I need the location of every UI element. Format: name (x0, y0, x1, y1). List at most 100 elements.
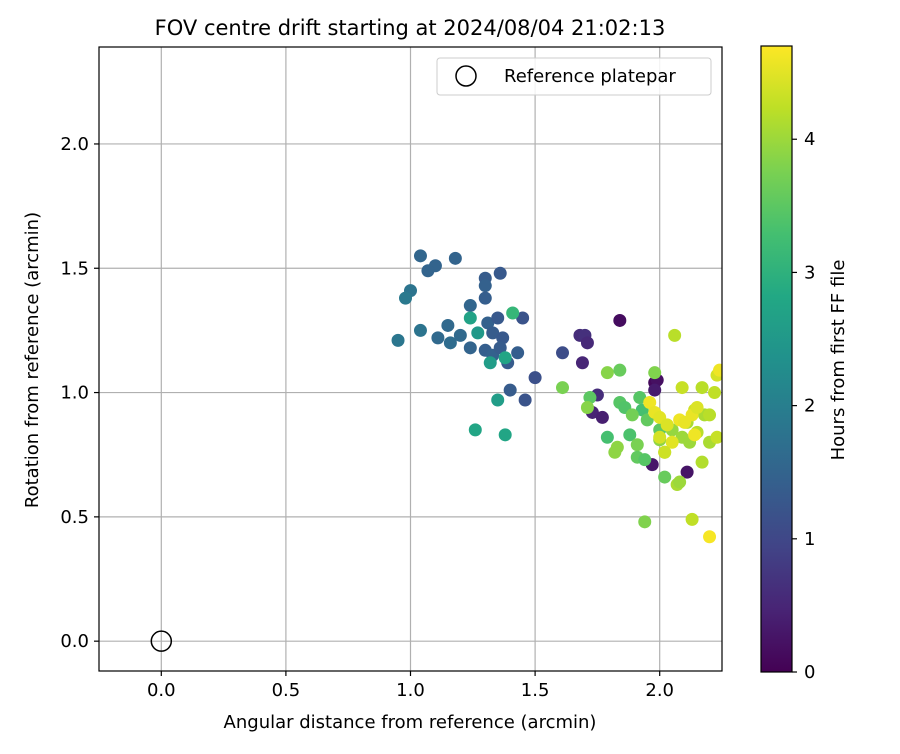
y-tick-label: 0.5 (60, 507, 89, 528)
data-point (575, 356, 589, 370)
data-point (463, 299, 477, 313)
colorbar: 0 1 2 3 4 Hours from first FF file (760, 45, 849, 683)
data-point (528, 371, 542, 385)
colorbar-gradient (761, 46, 792, 672)
x-tick-label: 0.5 (272, 680, 301, 701)
x-tick-label: 1.5 (521, 680, 550, 701)
data-point (486, 326, 500, 340)
chart-title: FOV centre drift starting at 2024/08/04 … (155, 16, 666, 40)
y-tick-label: 2.0 (60, 134, 89, 155)
data-point (610, 440, 624, 454)
colorbar-tick-label: 1 (804, 529, 815, 550)
colorbar-tick-label: 2 (804, 396, 815, 417)
y-axis-label: Rotation from reference (arcmin) (22, 212, 43, 508)
data-point (710, 430, 722, 444)
data-point (483, 356, 497, 370)
x-tick-label: 1.0 (396, 680, 425, 701)
data-point (516, 311, 530, 325)
data-point (491, 311, 505, 325)
data-point (713, 363, 722, 377)
legend: Reference platepar (436, 57, 712, 96)
data-point (511, 346, 525, 360)
data-point (695, 455, 709, 469)
data-point (660, 418, 674, 432)
x-axis-ticks: 0.0 0.5 1.0 1.5 2.0 (147, 671, 674, 701)
x-axis-label: Angular distance from reference (arcmin) (224, 712, 597, 733)
data-point (463, 341, 477, 355)
data-point (703, 408, 717, 422)
x-tick-label: 2.0 (645, 680, 674, 701)
data-point (643, 396, 657, 410)
data-point (413, 249, 427, 263)
data-point (688, 428, 702, 442)
legend-label: Reference platepar (504, 66, 676, 87)
y-axis-ticks: 0.0 0.5 1.0 1.5 2.0 (60, 134, 99, 652)
data-point (471, 326, 485, 340)
colorbar-tick-label: 4 (804, 129, 815, 150)
colorbar-ticks: 0 1 2 3 4 (792, 129, 815, 683)
data-point (463, 311, 477, 325)
data-point (703, 530, 717, 544)
data-point (638, 453, 652, 467)
data-point (595, 410, 609, 424)
data-point (653, 430, 667, 444)
grid-lines (99, 47, 722, 671)
data-point (391, 333, 405, 347)
data-point (556, 346, 570, 360)
data-point (448, 251, 462, 265)
y-tick-label: 1.5 (60, 258, 89, 279)
data-point (665, 435, 679, 449)
data-point (481, 316, 495, 330)
data-point (708, 386, 722, 400)
data-point (583, 391, 597, 405)
data-point (443, 336, 457, 350)
data-points (391, 249, 722, 544)
data-point (668, 328, 682, 342)
data-point (506, 306, 520, 320)
data-point (413, 323, 427, 337)
data-point (625, 408, 639, 422)
data-point (658, 470, 672, 484)
data-point (493, 266, 507, 280)
data-point (613, 363, 627, 377)
data-point (503, 383, 517, 397)
legend-box (436, 57, 712, 96)
data-point (478, 291, 492, 305)
y-tick-label: 1.0 (60, 383, 89, 404)
data-point (496, 331, 510, 345)
colorbar-tick-label: 3 (804, 262, 815, 283)
data-point (600, 430, 614, 444)
data-point (431, 331, 445, 345)
colorbar-label: Hours from first FF file (828, 260, 849, 461)
data-point (613, 313, 627, 327)
data-point (638, 515, 652, 529)
data-point (633, 391, 647, 405)
x-tick-label: 0.0 (147, 680, 176, 701)
data-point (491, 393, 505, 407)
data-point (673, 475, 687, 489)
data-point (478, 279, 492, 293)
data-point (623, 428, 637, 442)
data-point (493, 341, 507, 355)
data-point (580, 400, 594, 414)
data-point (685, 512, 699, 526)
data-point (453, 328, 467, 342)
data-point (399, 291, 413, 305)
legend-marker-icon (455, 65, 477, 87)
data-point (600, 366, 614, 380)
data-point (498, 428, 512, 442)
data-point (556, 381, 570, 395)
data-point (648, 366, 662, 380)
data-point (675, 381, 689, 395)
data-point (468, 423, 482, 437)
data-point (690, 400, 704, 414)
data-point (680, 465, 694, 479)
data-point (648, 383, 662, 397)
data-point (498, 351, 512, 365)
y-tick-label: 0.0 (60, 631, 89, 652)
reference-marker (150, 630, 173, 652)
data-point (441, 318, 455, 332)
data-point (580, 336, 594, 350)
